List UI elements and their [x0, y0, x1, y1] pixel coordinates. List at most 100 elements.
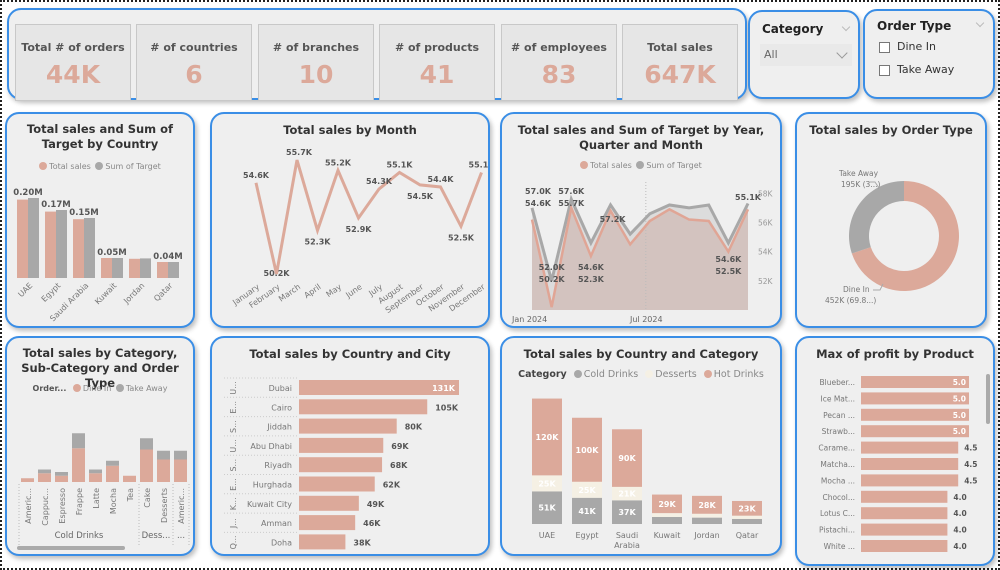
y-tick-label: Pistachi...: [819, 526, 855, 535]
data-label: 52.0K: [539, 263, 566, 272]
line-series-target: [530, 194, 750, 282]
x-tick-label: Cake: [143, 488, 152, 508]
bar-dine-in: [174, 459, 187, 482]
chart-max-profit-by-product: Max of profit by Product Blueber... 5.0 Ic…: [795, 336, 995, 566]
dropdown-value: All: [764, 48, 778, 61]
data-label: 54.6K: [578, 263, 605, 272]
kpi-label: Total sales: [647, 41, 713, 54]
bar-target: [28, 198, 39, 278]
category-slicer: Category All: [748, 10, 860, 99]
bar-dine-in: [89, 473, 102, 482]
data-label: 57.2K: [600, 215, 627, 224]
x-tick-label: May: [324, 282, 343, 299]
bar-desserts: [612, 486, 642, 501]
data-label: 52.9K: [346, 225, 373, 234]
data-label: 57.0K: [525, 187, 552, 196]
data-label: 25K: [538, 479, 556, 488]
country-label: K...: [229, 497, 238, 510]
data-label: 105K: [435, 403, 459, 412]
x-tick-label: Jul 2024: [629, 315, 663, 324]
chart-plot: 57.0K 54.6K 52.0K 50.2K 57.6K 55.7K 54.6K 52.3K…: [511, 182, 774, 324]
line-series-sales: [530, 203, 750, 308]
chart-legend: Total sales Sum of Target: [502, 161, 780, 170]
x-tick-label: Jordan: [121, 281, 146, 306]
x-tick-label: Americ...: [24, 488, 33, 524]
chart-sales-by-country-city: Total sales by Country and City Dubai U..…: [210, 336, 490, 556]
legend-label: Take Away: [125, 384, 168, 393]
y-tick-label: Amman: [261, 519, 292, 528]
category-dropdown[interactable]: All: [760, 44, 852, 66]
kpi-value: 647K: [644, 60, 716, 89]
horizontal-scrollbar[interactable]: [17, 546, 125, 550]
bar-hot-drinks: [732, 500, 762, 516]
chart-title: Total sales and Sum of Target by Country: [26, 122, 174, 151]
slicer-title: Order Type: [877, 19, 952, 33]
y-tick-label: Jiddah: [266, 423, 292, 432]
bar-product: [861, 441, 959, 454]
chart-sales-by-order-type: Total sales by Order Type Take Away 195K …: [795, 112, 987, 328]
data-label: 41K: [578, 507, 596, 516]
x-tick-label: Americ...: [177, 488, 186, 524]
slicer-title: Category: [762, 22, 824, 36]
data-label: 55.7K: [286, 148, 313, 157]
country-label: S...: [229, 420, 238, 433]
data-label: 55.1K: [735, 193, 762, 202]
data-label: 62K: [383, 481, 401, 490]
x-tick-label: Saudi: [616, 531, 638, 540]
y-tick-label: Pecan ...: [823, 411, 855, 420]
data-label: 23K: [738, 504, 756, 513]
chart-sales-by-month: Total sales by Month 54.6K January 50.2K Fe…: [210, 112, 490, 328]
data-label: 54.3K: [366, 177, 393, 186]
checkbox-take-away[interactable]: [879, 65, 890, 76]
chart-sales-by-country-category: Total sales by Country and Category Cate…: [500, 336, 782, 556]
bar-target: [112, 258, 123, 278]
data-label: 131K: [432, 384, 456, 393]
x-tick-label: March: [277, 282, 302, 303]
bar-sales: [45, 211, 56, 278]
bar-city: [299, 476, 375, 492]
bar-product: [861, 490, 948, 503]
checkbox-dine-in[interactable]: [879, 42, 890, 53]
x-tick-label: Arabia: [614, 541, 640, 550]
bar-target: [84, 218, 95, 278]
bar-target: [168, 262, 179, 278]
bar-city: [299, 380, 459, 395]
kpi-value: 83: [541, 60, 577, 89]
chevron-down-icon[interactable]: [975, 18, 985, 28]
chart-sales-target-by-country: Total sales and Sum of Target by Country…: [5, 112, 195, 328]
y-tick-label: Ice Mat...: [821, 394, 856, 403]
data-label: 5.0: [953, 427, 966, 436]
data-label: 4.5: [964, 444, 977, 453]
data-label: 4.0: [953, 509, 966, 518]
chart-legend: Order... Dine In Take Away: [7, 384, 193, 393]
bar-take-away: [106, 460, 119, 466]
bar-product: [861, 376, 969, 388]
y-tick-label: Cairo: [271, 403, 292, 412]
bar-sales: [129, 258, 140, 278]
x-tick-label: June: [343, 282, 363, 300]
chevron-down-icon[interactable]: [841, 22, 851, 32]
x-tick-label: Latte: [92, 488, 101, 509]
bar-take-away: [89, 469, 102, 474]
data-label: 52.3K: [305, 237, 332, 246]
leader-line: [869, 181, 880, 189]
data-label: 54.5K: [407, 192, 434, 201]
bar-cold-drinks: [732, 518, 762, 524]
chart-title: Total sales by Category, Sub-Category an…: [21, 346, 179, 390]
bar-dine-in: [21, 478, 34, 482]
legend-dot-target: [636, 161, 645, 169]
y-tick-label: Hurghada: [253, 481, 292, 490]
bar-product: [861, 392, 969, 405]
kpi-card-orders: Total # of orders 44K: [15, 24, 131, 101]
bar-cold-drinks: [652, 516, 682, 524]
bar-city: [299, 457, 383, 473]
legend-label: Cold Drinks: [583, 369, 639, 380]
kpi-card-total-sales: Total sales 647K: [622, 24, 738, 101]
kpi-value: 44K: [45, 60, 101, 89]
chart-sales-by-subcategory: Total sales by Category, Sub-Category an…: [5, 336, 195, 556]
y-tick-label: 52K: [758, 277, 774, 286]
vertical-scrollbar[interactable]: [986, 374, 990, 424]
x-tick-label: Mocha: [109, 488, 118, 514]
